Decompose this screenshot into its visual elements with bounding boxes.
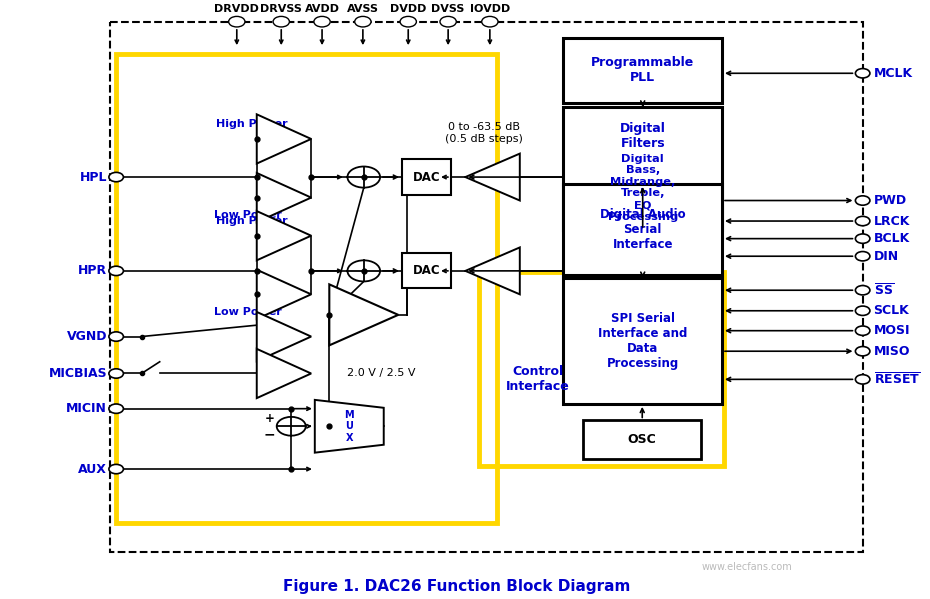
Text: SCLK: SCLK: [873, 304, 910, 317]
Text: BCLK: BCLK: [873, 232, 910, 245]
Text: MISO: MISO: [873, 344, 910, 358]
Text: DRVDD: DRVDD: [214, 4, 259, 14]
Text: 0 to -63.5 dB
(0.5 dB steps): 0 to -63.5 dB (0.5 dB steps): [445, 122, 523, 144]
Text: Figure 1. DAC26 Function Block Diagram: Figure 1. DAC26 Function Block Diagram: [283, 579, 630, 594]
Polygon shape: [465, 153, 520, 201]
Text: MICBIAS: MICBIAS: [48, 367, 107, 380]
Polygon shape: [257, 312, 312, 361]
Circle shape: [856, 326, 870, 335]
Text: www.elecfans.com: www.elecfans.com: [701, 562, 792, 572]
Circle shape: [109, 173, 124, 181]
Circle shape: [109, 369, 124, 378]
Text: +: +: [264, 412, 274, 425]
Polygon shape: [257, 114, 312, 164]
Text: High Power: High Power: [217, 216, 288, 226]
Circle shape: [856, 216, 870, 226]
Bar: [583, 420, 701, 458]
Text: Digital
Bass,
Midrange,
Treble,
EQ
Processing: Digital Bass, Midrange, Treble, EQ Proce…: [607, 153, 678, 222]
Circle shape: [109, 464, 124, 474]
Circle shape: [856, 69, 870, 78]
Text: DIN: DIN: [873, 250, 898, 263]
Circle shape: [348, 167, 380, 187]
Polygon shape: [257, 173, 312, 222]
Circle shape: [229, 16, 245, 27]
Text: IOVDD: IOVDD: [470, 4, 510, 14]
Text: $\overline{\mathregular{SS}}$: $\overline{\mathregular{SS}}$: [873, 283, 894, 298]
Text: Digital
Filters: Digital Filters: [619, 122, 666, 150]
Text: AVSS: AVSS: [347, 4, 379, 14]
Text: Low Power: Low Power: [214, 210, 282, 220]
Text: Control
Interface: Control Interface: [506, 365, 570, 394]
Circle shape: [440, 16, 457, 27]
Polygon shape: [465, 247, 520, 294]
Bar: [402, 159, 451, 195]
Text: AVDD: AVDD: [304, 4, 339, 14]
Text: MCLK: MCLK: [873, 66, 912, 80]
Text: PWD: PWD: [873, 194, 907, 207]
Polygon shape: [257, 270, 312, 319]
Text: AUX: AUX: [78, 462, 107, 476]
Circle shape: [273, 16, 289, 27]
Text: HPL: HPL: [80, 171, 107, 183]
Polygon shape: [257, 211, 312, 261]
Text: Low Power: Low Power: [214, 307, 282, 317]
Text: M
U
X: M U X: [344, 410, 354, 443]
Circle shape: [400, 16, 417, 27]
Bar: [402, 253, 451, 289]
Bar: [110, 22, 863, 552]
Text: High Power: High Power: [217, 119, 288, 129]
Bar: [116, 54, 498, 523]
Text: DVDD: DVDD: [390, 4, 427, 14]
Bar: [564, 184, 722, 275]
Circle shape: [856, 347, 870, 356]
Text: MICIN: MICIN: [66, 402, 107, 415]
Circle shape: [314, 16, 330, 27]
Text: OSC: OSC: [628, 433, 657, 446]
Text: Digital Audio
Serial
Interface: Digital Audio Serial Interface: [600, 208, 685, 251]
Circle shape: [856, 196, 870, 205]
Bar: [564, 278, 722, 404]
Text: DRVSS: DRVSS: [260, 4, 302, 14]
Text: $\overline{\mathregular{RESET}}$: $\overline{\mathregular{RESET}}$: [873, 371, 920, 387]
Text: DAC: DAC: [413, 171, 440, 183]
Circle shape: [109, 332, 124, 341]
Bar: [564, 38, 722, 102]
Circle shape: [856, 306, 870, 316]
Text: SPI Serial
Interface and
Data
Processing: SPI Serial Interface and Data Processing: [598, 312, 687, 370]
Text: DAC: DAC: [413, 264, 440, 277]
Circle shape: [482, 16, 498, 27]
Text: HPR: HPR: [78, 264, 107, 277]
Text: 2.0 V / 2.5 V: 2.0 V / 2.5 V: [348, 368, 416, 379]
Circle shape: [109, 404, 124, 413]
Polygon shape: [314, 400, 384, 453]
Bar: [479, 272, 724, 465]
Circle shape: [856, 374, 870, 384]
Circle shape: [354, 16, 371, 27]
Text: VGND: VGND: [67, 330, 107, 343]
Circle shape: [109, 266, 124, 276]
Bar: [564, 107, 722, 230]
Text: LRCK: LRCK: [873, 214, 910, 228]
Circle shape: [348, 261, 380, 282]
Text: −: −: [263, 428, 275, 441]
Polygon shape: [257, 349, 312, 398]
Text: Programmable
PLL: Programmable PLL: [591, 56, 695, 84]
Circle shape: [277, 417, 306, 435]
Polygon shape: [329, 285, 398, 346]
Circle shape: [856, 252, 870, 261]
Text: MOSI: MOSI: [873, 324, 910, 337]
Circle shape: [856, 234, 870, 243]
Circle shape: [856, 286, 870, 295]
Text: DVSS: DVSS: [432, 4, 465, 14]
